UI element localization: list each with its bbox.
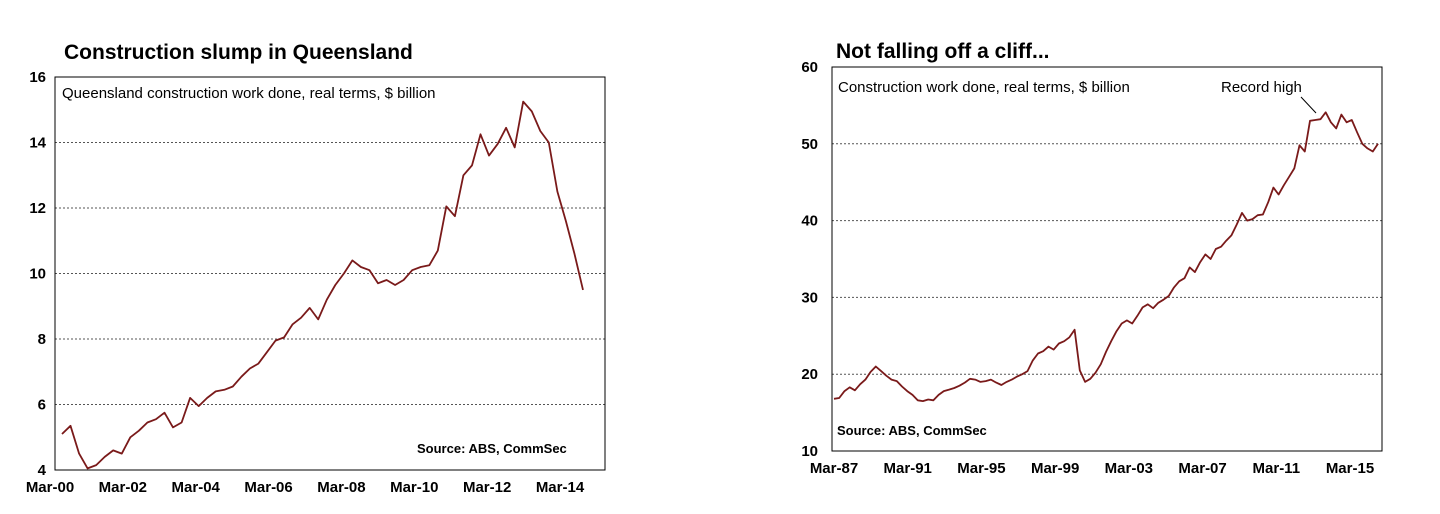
y-tick-label: 60: [801, 59, 818, 76]
x-tick-label: Mar-00: [26, 479, 74, 496]
x-tick-label: Mar-06: [244, 479, 292, 496]
y-tick-label: 50: [801, 136, 818, 153]
annotation-leader: [1300, 96, 1317, 114]
x-tick-label: Mar-12: [463, 479, 511, 496]
y-tick-label: 16: [29, 69, 46, 86]
source-note: Source: ABS, CommSec: [837, 423, 987, 438]
y-tick-label: 8: [38, 331, 46, 348]
chart-australia: Not falling off a cliff... 102030405060 …: [801, 40, 1383, 477]
chart-title: Construction slump in Queensland: [64, 41, 413, 64]
y-tick-label: 12: [29, 200, 46, 217]
x-tick-label: Mar-07: [1178, 460, 1226, 477]
y-tick-label: 20: [801, 366, 818, 383]
source-note: Source: ABS, CommSec: [417, 441, 567, 456]
chart-subtitle: Queensland construction work done, real …: [62, 85, 436, 102]
series-line: [833, 111, 1379, 403]
chart-title: Not falling off a cliff...: [836, 40, 1050, 63]
series-line: [61, 100, 584, 470]
x-tick-label: Mar-08: [317, 479, 365, 496]
gridlines: [832, 143, 1382, 375]
plot-frame: [831, 66, 1383, 452]
x-tick-label: Mar-99: [1031, 460, 1079, 477]
x-tick-label: Mar-15: [1326, 460, 1374, 477]
chart-subtitle: Construction work done, real terms, $ bi…: [838, 79, 1130, 96]
record-high-annotation: Record high: [1221, 79, 1302, 96]
x-tick-label: Mar-10: [390, 479, 438, 496]
x-tick-label: Mar-14: [536, 479, 585, 496]
x-axis: Mar-00 Mar-02 Mar-04 Mar-06 Mar-08 Mar-10 Mar-…: [26, 479, 585, 496]
y-tick-label: 6: [38, 397, 46, 414]
x-tick-label: Mar-02: [99, 479, 147, 496]
x-tick-label: Mar-91: [884, 460, 932, 477]
x-tick-label: Mar-04: [172, 479, 221, 496]
x-tick-label: Mar-03: [1105, 460, 1153, 477]
gridlines: [55, 142, 605, 405]
y-tick-label: 10: [29, 266, 46, 283]
x-axis: Mar-87 Mar-91 Mar-95 Mar-99 Mar-03 Mar-07 Mar-…: [810, 460, 1374, 477]
y-tick-label: 10: [801, 443, 818, 460]
plot-frame: [54, 76, 606, 471]
y-axis: 4 6 8 10 12 14 16: [29, 69, 46, 479]
chart-queensland: Construction slump in Queensland 4 6 8 10 12…: [26, 41, 606, 496]
y-tick-label: 4: [38, 462, 47, 479]
x-tick-label: Mar-11: [1253, 460, 1301, 477]
y-axis: 10 20 30 40 50 60: [801, 59, 818, 460]
x-tick-label: Mar-87: [810, 460, 858, 477]
y-tick-label: 40: [801, 213, 818, 230]
y-tick-label: 14: [29, 135, 46, 152]
x-tick-label: Mar-95: [957, 460, 1005, 477]
y-tick-label: 30: [801, 289, 818, 306]
